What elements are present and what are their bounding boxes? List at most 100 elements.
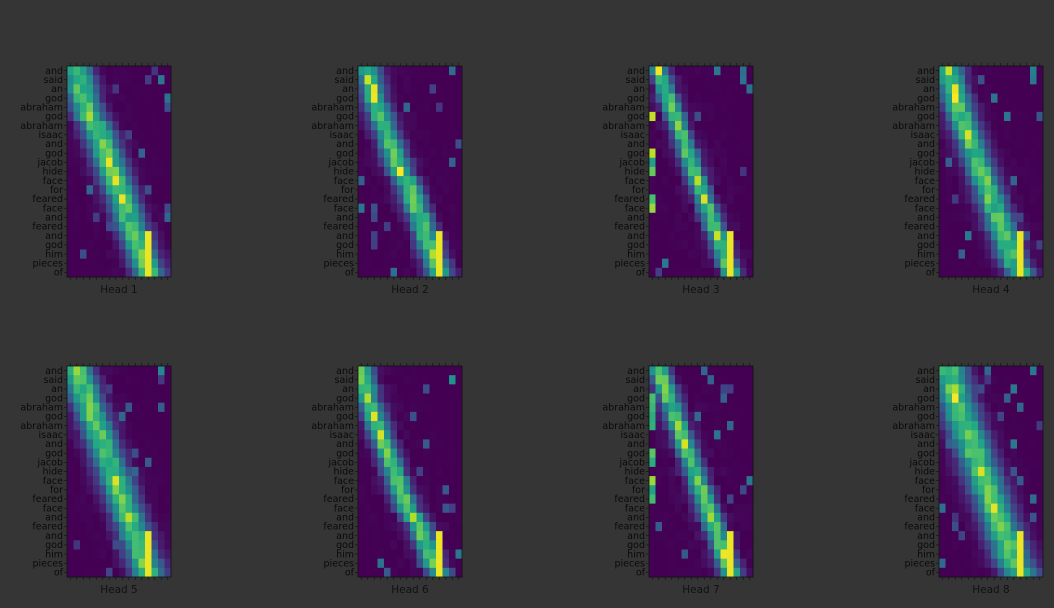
heatmap-cell <box>694 176 702 186</box>
heatmap-cell <box>675 194 682 204</box>
heatmap-cell <box>662 130 669 140</box>
heatmap-cell <box>681 466 689 477</box>
heatmap-cell <box>1036 384 1044 394</box>
heatmap-cell <box>978 176 985 186</box>
heatmap-cell <box>746 375 754 385</box>
heatmap-cell <box>99 503 107 514</box>
heatmap-cell <box>1036 203 1044 214</box>
heatmap-cell <box>125 84 133 94</box>
heatmap-cell <box>720 148 728 159</box>
heatmap-cell <box>1036 258 1044 269</box>
heatmap-cell <box>675 176 682 186</box>
heatmap-cell <box>423 194 430 204</box>
heatmap-cell <box>138 75 146 85</box>
y-tick-label: said <box>626 75 645 86</box>
heatmap-cell <box>429 194 437 204</box>
heatmap-cell <box>164 512 172 523</box>
heatmap-cell <box>125 185 133 195</box>
heatmap-cell <box>436 384 443 394</box>
heatmap-cell <box>707 494 715 504</box>
heatmap-cell <box>649 540 656 550</box>
heatmap-cell <box>958 249 966 260</box>
heatmap-cell <box>397 494 404 504</box>
heatmap-cell <box>112 130 120 140</box>
heatmap-cell <box>449 402 456 413</box>
heatmap-cell <box>1030 549 1037 560</box>
heatmap-cell <box>86 221 94 232</box>
heatmap-cell <box>965 111 972 122</box>
heatmap-cell <box>436 567 443 578</box>
heatmap-cell <box>371 476 378 486</box>
heatmap-cell <box>119 75 126 85</box>
heatmap-cell <box>132 102 139 113</box>
heatmap-cell <box>371 558 378 569</box>
heatmap-cell <box>397 221 404 232</box>
heatmap-cell <box>449 512 456 523</box>
heatmap-cell <box>423 176 430 186</box>
heatmap-cell <box>86 439 94 449</box>
heatmap-cell <box>145 166 152 177</box>
heatmap-cell <box>733 402 741 413</box>
heatmap-cell <box>145 375 152 385</box>
heatmap-cell <box>997 485 1005 495</box>
heatmap-cell <box>364 421 372 431</box>
heatmap-cell <box>371 485 378 495</box>
heatmap-cell <box>662 448 669 459</box>
heatmap-cell <box>119 411 126 422</box>
heatmap-cell <box>733 476 741 486</box>
heatmap-cell <box>958 121 966 131</box>
heatmap-cell <box>675 157 682 168</box>
heatmap-cell <box>442 203 450 214</box>
heatmap-cell <box>952 375 959 385</box>
y-tick-label: pieces <box>904 558 935 569</box>
heatmap-cell <box>991 194 998 204</box>
heatmap-cell <box>746 176 754 186</box>
heatmap-cell <box>945 393 953 404</box>
heatmap-cell <box>416 366 424 376</box>
heatmap-cell <box>99 194 107 204</box>
heatmap-cell <box>662 384 669 394</box>
heatmap-cell <box>455 166 463 177</box>
y-tick-label: face <box>915 476 935 487</box>
y-tick-label: said <box>44 375 63 386</box>
heatmap-cell <box>138 121 146 131</box>
heatmap-cell <box>997 384 1005 394</box>
heatmap-cell <box>939 494 946 504</box>
heatmap-cell <box>377 512 385 523</box>
heatmap-cell <box>727 521 734 532</box>
heatmap-cell <box>377 421 385 431</box>
heatmap-cell <box>991 393 998 404</box>
heatmap-cell <box>971 503 979 514</box>
heatmap-cell <box>125 121 133 131</box>
heatmap-cell <box>112 485 120 495</box>
heatmap-cell <box>958 203 966 214</box>
heatmap-cell <box>442 494 450 504</box>
heatmap-cell <box>371 411 378 422</box>
heatmap-cell <box>668 549 676 560</box>
heatmap-cell <box>73 194 81 204</box>
heatmap-cell <box>720 531 728 541</box>
heatmap-cell <box>958 521 966 532</box>
heatmap-cell <box>740 512 747 523</box>
heatmap-cell <box>952 476 959 486</box>
heatmap-cell <box>701 203 708 214</box>
heatmap-cell <box>106 148 113 159</box>
heatmap-cell <box>694 194 702 204</box>
y-tick-label: for <box>922 485 935 496</box>
heatmap-cell <box>442 240 450 250</box>
heatmap-cell <box>694 485 702 495</box>
heatmap-cell <box>119 121 126 131</box>
y-tick-label: him <box>336 249 354 260</box>
heatmap-cell <box>746 503 754 514</box>
heatmap-cell <box>151 148 159 159</box>
heatmap-cell <box>720 130 728 140</box>
heatmap-cell <box>740 176 747 186</box>
heatmap-cell <box>455 393 463 404</box>
heatmap-cell <box>727 366 734 376</box>
heatmap-cell <box>371 375 378 385</box>
heatmap-cell <box>727 130 734 140</box>
heatmap-cell <box>694 549 702 560</box>
heatmap-cell <box>707 102 715 113</box>
heatmap-cell <box>403 402 411 413</box>
heatmap-cell <box>701 466 708 477</box>
